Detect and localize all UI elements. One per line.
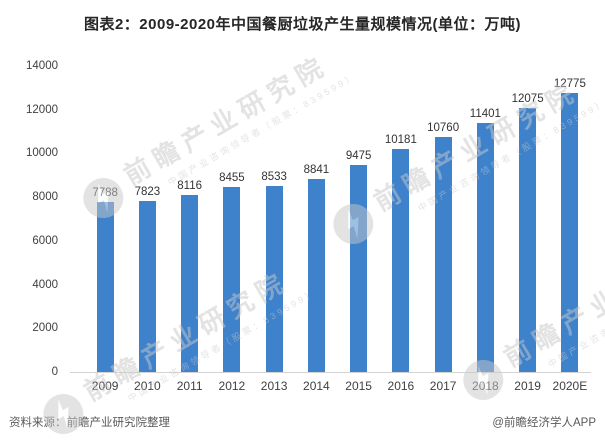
- bar-value-label: 8116: [177, 179, 202, 192]
- x-axis-label: 2016: [387, 379, 415, 393]
- bar: [350, 164, 368, 372]
- y-tick-label: 2000: [32, 322, 58, 335]
- bar: [181, 194, 199, 372]
- bar: [519, 108, 537, 372]
- x-axis-label: 2009: [91, 379, 119, 393]
- plot-area: 7788 7823 8116 8455 8533 8841 9475 10181 10760 11…: [70, 66, 591, 372]
- y-tick-label: 6000: [32, 234, 58, 247]
- bar-slot: 8533: [253, 66, 295, 372]
- y-tick-label: 14000: [26, 60, 58, 72]
- bar-slot: 8455: [211, 66, 253, 372]
- x-axis-label: 2014: [303, 379, 330, 393]
- y-tick-label: 4000: [32, 278, 58, 291]
- bar-slot: 9475: [338, 66, 380, 372]
- bar: [307, 178, 325, 372]
- bar-slot: 7788: [84, 66, 126, 372]
- x-axis-label: 2012: [218, 379, 246, 393]
- bar-slot: 12775: [549, 66, 591, 372]
- bar-value-label: 10181: [384, 134, 417, 147]
- x-axis-label: 2015: [345, 379, 372, 393]
- credit-note: @前瞻经济学人APP: [492, 417, 596, 429]
- bar-value-label: 8455: [219, 172, 245, 185]
- bar-value-label: 12075: [511, 93, 544, 106]
- bar-value-label: 10760: [427, 121, 460, 134]
- x-axis-label: 2018: [472, 379, 499, 393]
- bar-slot: 8116: [169, 66, 211, 372]
- x-axis-label: 2020E: [552, 379, 588, 393]
- bar-value-label: 8841: [303, 163, 330, 176]
- bar-slot: 8841: [295, 66, 337, 372]
- bar: [476, 122, 494, 372]
- y-tick-label: 8000: [32, 191, 58, 204]
- x-axis-label: 2017: [429, 379, 457, 393]
- bar: [138, 201, 156, 372]
- bar: [223, 187, 241, 372]
- bar: [434, 136, 452, 372]
- bar: [265, 185, 283, 372]
- bar-slot: 7823: [126, 66, 168, 372]
- bar-value-label: 12775: [553, 77, 586, 90]
- x-axis-labels: 2009 2010 2011 2012 2013 2014 2015 2016 2017 2018…: [70, 379, 591, 393]
- y-tick-label: 0: [51, 366, 58, 378]
- x-axis-label: 2013: [260, 379, 288, 393]
- bar: [561, 92, 579, 372]
- source-note: 资料来源：前瞻产业研究院整理: [9, 417, 170, 429]
- y-tick-label: 12000: [26, 103, 58, 116]
- bar-value-label: 8533: [261, 170, 287, 183]
- x-axis-label: 2010: [134, 379, 161, 393]
- bar-value-label: 7788: [92, 186, 118, 199]
- bar-slot: 12075: [507, 66, 549, 372]
- bar-slot: 10181: [380, 66, 422, 372]
- x-axis-label: 2019: [514, 379, 541, 393]
- chart-title: 图表2：2009-2020年中国餐厨垃圾产生量规模情况(单位：万吨): [83, 16, 522, 33]
- bar-value-label: 9475: [345, 149, 372, 162]
- bar-slot: 11401: [464, 66, 506, 372]
- x-axis-label: 2011: [176, 379, 203, 393]
- bar-slot: 10760: [422, 66, 464, 372]
- bar: [96, 201, 114, 372]
- chart-footer: 资料来源：前瞻产业研究院整理 @前瞻经济学人APP: [9, 414, 596, 430]
- y-tick-label: 10000: [26, 147, 58, 160]
- y-axis: 0 2000 4000 6000 8000 10000 12000 14000: [0, 60, 64, 378]
- x-axis-line: [70, 372, 591, 373]
- bar: [392, 149, 410, 372]
- bar-value-label: 7823: [134, 186, 161, 199]
- bar-value-label: 11401: [469, 107, 501, 120]
